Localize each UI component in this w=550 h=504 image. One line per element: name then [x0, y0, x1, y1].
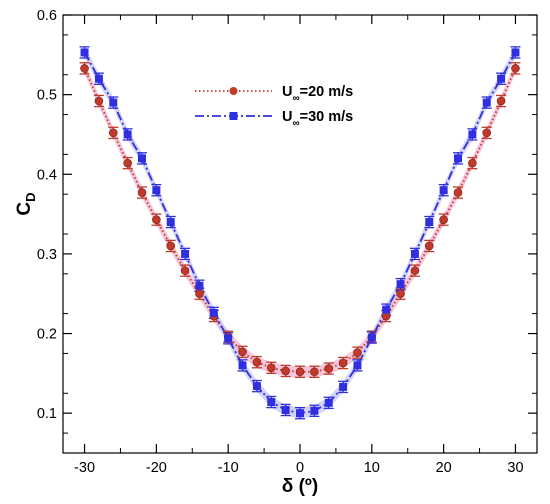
data-point-series-2: [410, 249, 419, 258]
data-point-series-1: [94, 96, 104, 106]
data-point-series-2: [396, 280, 405, 289]
y-tick-label: 0.3: [37, 247, 57, 263]
data-point-series-1: [252, 357, 262, 367]
data-point-series-2: [123, 130, 132, 139]
data-point-series-1: [324, 364, 334, 373]
x-tick-label: -20: [146, 460, 167, 476]
series-lines: [83, 51, 517, 415]
data-point-series-2: [497, 74, 506, 83]
data-point-series-1: [123, 158, 132, 168]
data-point-series-2: [511, 48, 520, 57]
x-tick-label: 20: [436, 460, 452, 476]
y-tick-label: 0.1: [37, 406, 57, 422]
data-point-series-1: [108, 128, 118, 138]
data-point-series-1: [468, 158, 477, 168]
legend-label-subscript: ∞: [292, 93, 299, 104]
legend: U∞=20 m/sU∞=30 m/s: [195, 84, 353, 129]
data-point-series-2: [353, 361, 362, 370]
axis-ticks: [63, 14, 537, 453]
data-point-series-1: [238, 347, 247, 357]
data-point-series-1: [410, 266, 420, 275]
data-point-series-1: [166, 241, 176, 251]
y-axis-title-sub: D: [23, 192, 38, 201]
x-tick-label: 30: [507, 460, 523, 476]
data-point-series-1: [281, 366, 290, 376]
data-point-series-1: [482, 128, 492, 138]
data-point-series-2: [296, 409, 304, 418]
data-point-series-2: [439, 186, 448, 195]
legend-marker-1: [229, 87, 238, 95]
data-point-series-2: [209, 308, 218, 317]
data-point-series-1: [310, 367, 319, 377]
data-point-series-2: [468, 130, 477, 139]
x-tick-label: -10: [218, 460, 239, 476]
data-point-series-2: [94, 74, 103, 83]
data-point-series-2: [425, 218, 434, 227]
data-point-series-1: [353, 348, 362, 357]
data-point-series-1: [424, 241, 434, 251]
legend-label-1: U∞=20 m/s: [282, 84, 353, 104]
data-point-series-2: [166, 218, 175, 227]
y-tick-label: 0.5: [37, 88, 57, 104]
data-point-series-2: [367, 333, 376, 342]
data-point-series-2: [267, 398, 276, 407]
y-tick-label: 0.6: [37, 8, 57, 24]
legend-label-prefix: U: [282, 109, 292, 125]
data-point-series-1: [137, 188, 147, 197]
data-point-series-2: [195, 281, 204, 290]
data-point-series-2: [454, 154, 462, 163]
data-point-series-2: [281, 405, 290, 414]
data-point-series-2: [238, 361, 247, 370]
data-point-series-2: [138, 154, 146, 163]
y-axis-title-main: C: [14, 202, 35, 216]
data-point-series-1: [180, 266, 190, 275]
data-point-series-1: [152, 215, 161, 224]
legend-label-suffix: =20 m/s: [300, 84, 354, 100]
legend-marker-2: [229, 112, 238, 120]
data-point-series-2: [324, 398, 333, 407]
legend-label-subscript: ∞: [292, 118, 299, 129]
data-point-series-2: [109, 98, 118, 107]
x-tick-label: 10: [364, 460, 380, 476]
data-point-series-2: [252, 382, 261, 391]
data-point-series-1: [195, 289, 204, 299]
error-bands: [84, 46, 516, 419]
error-bars: [79, 46, 521, 420]
data-point-series-2: [80, 48, 89, 57]
error-band-series-2: [84, 46, 516, 419]
plot-frame: [62, 14, 538, 454]
data-point-series-1: [396, 289, 405, 299]
x-tick-label: 0: [296, 460, 304, 476]
data-point-series-2: [152, 186, 161, 195]
data-point-series-1: [496, 96, 506, 106]
data-point-series-1: [80, 64, 89, 73]
legend-label-prefix: U: [282, 84, 292, 100]
y-tick-label: 0.2: [37, 327, 57, 343]
data-point-series-1: [266, 363, 276, 373]
data-point-series-2: [382, 305, 391, 314]
data-point-series-1: [295, 367, 305, 377]
y-tick-labels: 0.1 0.2 0.3 0.4 0.5 0.6: [37, 8, 57, 422]
data-point-series-2: [482, 98, 491, 107]
data-point-series-2: [181, 249, 190, 258]
data-point-series-1: [511, 64, 520, 73]
series-line-2: [83, 51, 517, 415]
legend-label-2: U∞=30 m/s: [282, 109, 353, 129]
x-axis-title: δ (º): [282, 476, 318, 497]
y-tick-label: 0.4: [37, 167, 57, 183]
data-point-series-1: [439, 215, 448, 224]
x-tick-label: -30: [74, 460, 95, 476]
series-markers: [80, 48, 520, 418]
data-point-series-1: [453, 188, 463, 197]
data-point-series-2: [310, 406, 319, 415]
data-point-series-2: [224, 334, 233, 343]
x-tick-labels: -30 -20 -10 0 10 20 30: [74, 460, 523, 476]
legend-label-suffix: =30 m/s: [300, 109, 354, 125]
y-axis-title: CD: [14, 192, 38, 215]
data-point-series-2: [339, 382, 348, 391]
data-point-series-1: [338, 358, 348, 368]
